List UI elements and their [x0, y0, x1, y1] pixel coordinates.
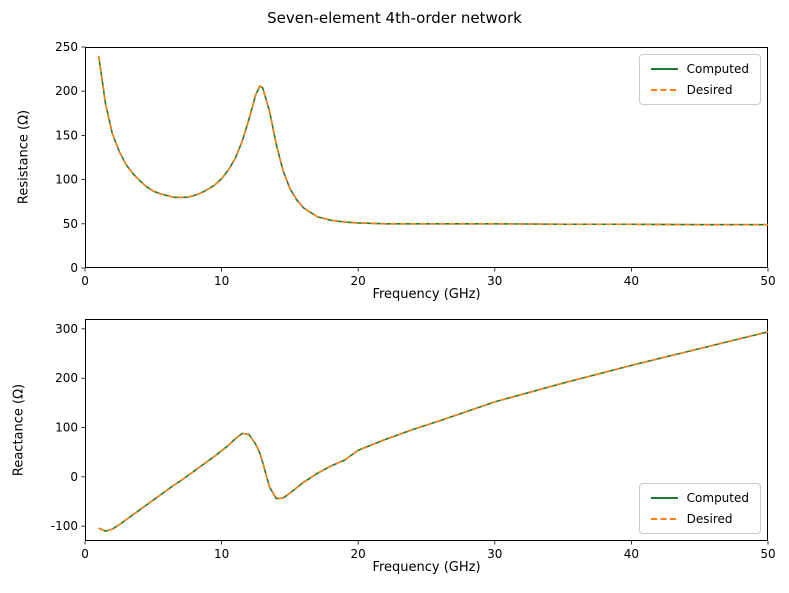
y-tick-label: 200 [55, 84, 78, 98]
y-tick-label: 100 [55, 421, 78, 435]
y-tick-label: -100 [51, 519, 78, 533]
reactance-yaxis-label: Reactance (Ω) [11, 383, 27, 477]
x-tick-label: 20 [351, 547, 366, 561]
x-tick-label: 30 [487, 547, 502, 561]
computed-line-sample [650, 68, 678, 70]
legend-entry-desired: Desired [650, 512, 749, 526]
legend-label-computed: Computed [686, 491, 749, 505]
reactance-xaxis-label: Frequency (GHz) [372, 560, 481, 575]
desired-line [97, 55, 768, 226]
x-tick-label: 0 [81, 547, 89, 561]
y-tick-label: 150 [55, 128, 78, 142]
y-tick-label: 0 [70, 470, 78, 484]
reactance-legend: Computed Desired [638, 483, 761, 534]
legend-entry-computed: Computed [650, 62, 749, 76]
y-tick-label: 50 [63, 217, 78, 231]
x-tick-label: 30 [487, 274, 502, 288]
plot-border [85, 319, 768, 541]
x-tick-label: 40 [624, 274, 639, 288]
legend-entry-desired: Desired [650, 83, 749, 97]
x-tick-label: 50 [760, 547, 775, 561]
x-tick-label: 20 [351, 274, 366, 288]
legend-entry-computed: Computed [650, 491, 749, 505]
legend-label-desired: Desired [686, 512, 733, 526]
y-tick-label: 200 [55, 371, 78, 385]
x-tick-label: 10 [214, 274, 229, 288]
computed-line-sample [650, 497, 678, 499]
x-tick-label: 10 [214, 547, 229, 561]
plot-0-canvas: 0 10 20 30 40 50 0 50 100 150 200 250 [55, 40, 776, 288]
desired-line-sample [650, 518, 678, 520]
y-tick-label: 300 [55, 322, 78, 336]
resistance-yaxis-label: Resistance (Ω) [16, 109, 32, 205]
y-tick-label: 250 [55, 40, 78, 54]
resistance-plot-area: Computed Desired 0 10 20 30 40 50 0 50 100 150 200… [55, 40, 776, 288]
resistance-legend: Computed Desired [638, 54, 761, 105]
resistance-xaxis-label: Frequency (GHz) [372, 287, 481, 302]
figure-title: Seven-element 4th-order network [267, 9, 522, 27]
reactance-plot-area: Computed Desired 0 10 20 30 40 50 -100 0 100 200 3… [51, 319, 776, 561]
x-tick-label: 50 [760, 274, 775, 288]
x-tick-label: 0 [81, 274, 89, 288]
y-tick-label: 0 [70, 261, 78, 275]
x-tick-label: 40 [624, 547, 639, 561]
desired-line-sample [650, 89, 678, 91]
desired-line [98, 331, 769, 532]
legend-label-desired: Desired [686, 83, 733, 97]
legend-label-computed: Computed [686, 62, 749, 76]
y-tick-label: 100 [55, 173, 78, 187]
plot-border [85, 47, 768, 268]
